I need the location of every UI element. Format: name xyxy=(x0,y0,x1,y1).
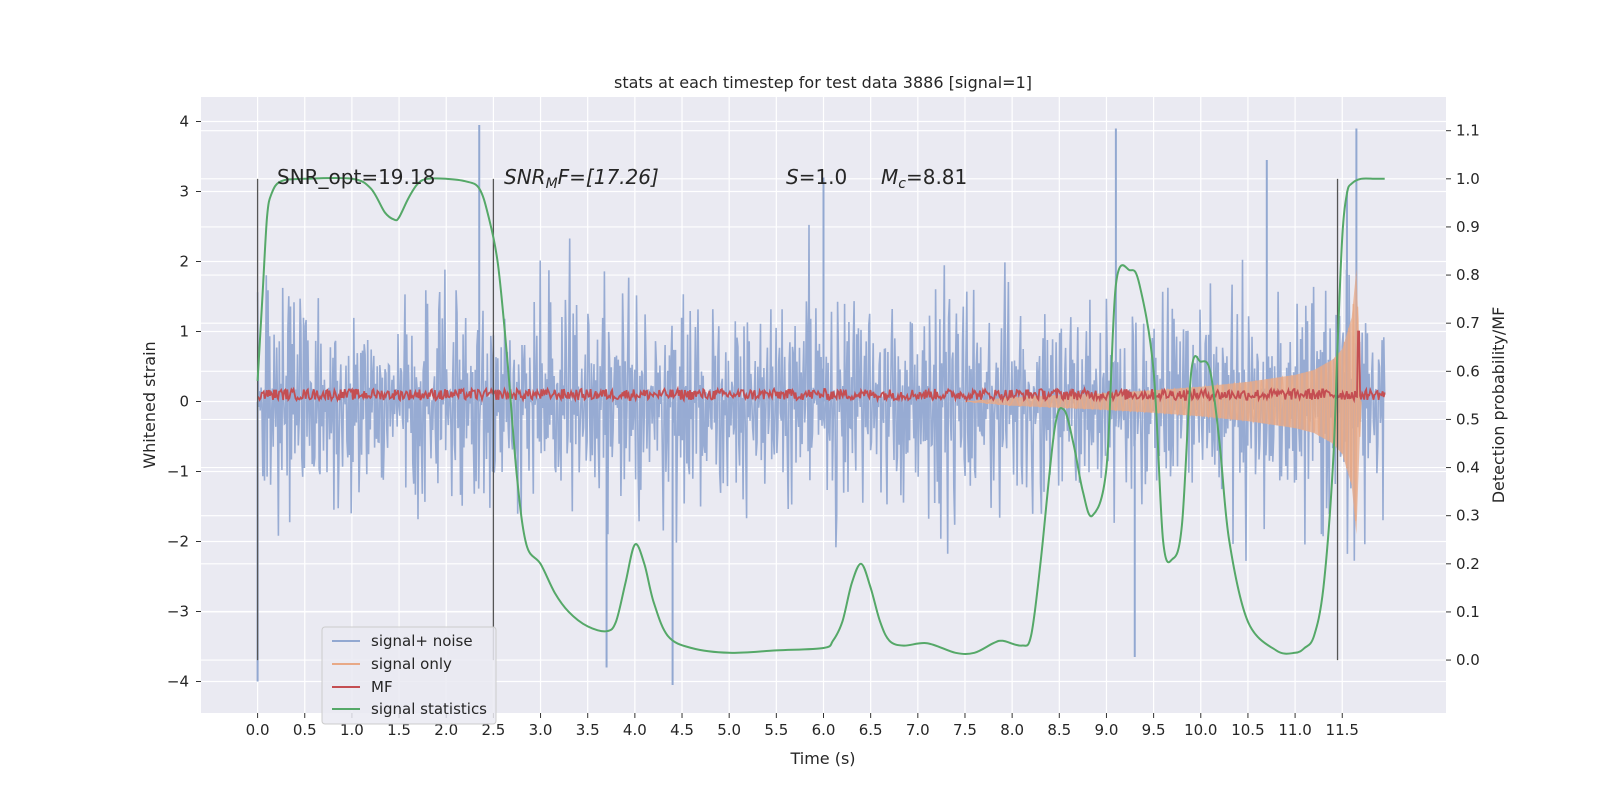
mf-line xyxy=(257,330,1386,404)
legend-label-stat: signal statistics xyxy=(371,700,487,718)
x-tick-label: 7.5 xyxy=(953,721,977,739)
x-axis-ticks: 0.0 0.5 1.0 1.5 2.0 2.5 3.0 3.5 4.0 4.5 5.0 5.5 6.0 6… xyxy=(246,713,1359,739)
y2-tick-label: 0.8 xyxy=(1456,266,1480,284)
x-tick-label: 4.5 xyxy=(670,721,694,739)
y2-tick-label: 0.5 xyxy=(1456,410,1480,428)
y-tick-label: −2 xyxy=(167,533,189,551)
x-axis-label: Time (s) xyxy=(789,749,855,768)
annotation-s-val: =1.0 xyxy=(799,165,848,189)
y-tick-label: 0 xyxy=(179,393,189,411)
signal-statistics-series xyxy=(256,176,1385,655)
y-tick-label: 4 xyxy=(179,113,189,131)
x-tick-label: 0.0 xyxy=(246,721,270,739)
annotation-mc: Mc=8.81 xyxy=(881,165,967,192)
x-tick-label: 5.5 xyxy=(764,721,788,739)
x-tick-label: 2.5 xyxy=(481,721,505,739)
x-tick-label: 7.0 xyxy=(906,721,930,739)
x-tick-label: 3.0 xyxy=(529,721,553,739)
y2-axis-ticks: 1.1 1.0 0.9 0.8 0.7 0.6 0.5 0.4 0.3 0.2 0.1 0.0 xyxy=(1446,122,1480,669)
legend: signal+ noise signal only MF signal stat… xyxy=(321,626,497,725)
y2-tick-label: 0.2 xyxy=(1456,555,1480,573)
x-tick-label: 2.0 xyxy=(434,721,458,739)
y-axis-label: Whitened strain xyxy=(140,341,159,468)
annotation-mc-sub: c xyxy=(898,176,906,192)
y2-tick-label: 0.3 xyxy=(1456,507,1480,525)
annotation-s-var: S xyxy=(786,165,799,189)
x-tick-label: 5.0 xyxy=(717,721,741,739)
x-tick-label: 11.5 xyxy=(1326,721,1359,739)
y2-tick-label: 0.0 xyxy=(1456,651,1480,669)
x-tick-label: 3.5 xyxy=(576,721,600,739)
signal-statistics-line xyxy=(256,176,1385,655)
y2-tick-label: 0.7 xyxy=(1456,314,1480,332)
annotation-snr-mf-sub: M xyxy=(546,176,558,192)
legend-box xyxy=(321,626,497,725)
y2-tick-label: 0.1 xyxy=(1456,603,1480,621)
y-tick-label: 3 xyxy=(179,183,189,201)
annotation-mc-var: M xyxy=(881,165,898,189)
x-tick-label: 6.0 xyxy=(812,721,836,739)
y-tick-label: 1 xyxy=(179,323,189,341)
chart-title: stats at each timestep for test data 388… xyxy=(614,73,1032,92)
y-tick-label: −1 xyxy=(167,463,189,481)
x-tick-label: 10.5 xyxy=(1231,721,1264,739)
annotation-s: S=1.0 xyxy=(786,165,847,189)
x-tick-label: 1.0 xyxy=(340,721,364,739)
x-tick-label: 8.0 xyxy=(1000,721,1024,739)
signal-only-band xyxy=(965,268,1362,535)
mf-series xyxy=(257,330,1386,404)
y2-tick-label: 0.6 xyxy=(1456,362,1480,380)
x-tick-label: 8.5 xyxy=(1047,721,1071,739)
y2-tick-label: 0.9 xyxy=(1456,218,1480,236)
legend-label-mf: MF xyxy=(371,678,393,696)
annotation-snr-mf: SNRMF=[17.26] xyxy=(504,165,659,192)
legend-label-signal: signal only xyxy=(371,655,452,673)
x-tick-label: 1.5 xyxy=(387,721,411,739)
annotation-snr-mf-var: SNR xyxy=(504,165,546,189)
y2-tick-label: 1.1 xyxy=(1456,122,1480,140)
y2-axis-label: Detection probability/MF xyxy=(1489,307,1508,504)
x-tick-label: 4.0 xyxy=(623,721,647,739)
x-tick-label: 9.5 xyxy=(1142,721,1166,739)
x-tick-label: 11.0 xyxy=(1278,721,1311,739)
y-axis-ticks: 4 3 2 1 0 −1 −2 −3 −4 xyxy=(167,113,201,691)
y-tick-label: −3 xyxy=(167,603,189,621)
x-tick-label: 6.5 xyxy=(859,721,883,739)
annotation-snr-mf-rest: F=[17.26] xyxy=(558,165,659,189)
y-tick-label: 2 xyxy=(179,253,189,271)
annotation-mc-val: =8.81 xyxy=(906,165,967,189)
signal-only-series xyxy=(965,268,1362,535)
y2-tick-label: 0.4 xyxy=(1456,459,1480,477)
segment-markers xyxy=(256,178,1339,661)
legend-label-noise: signal+ noise xyxy=(371,632,473,650)
y2-tick-label: 1.0 xyxy=(1456,170,1480,188)
y-tick-label: −4 xyxy=(167,673,189,691)
annotation-snr-opt: SNR_opt=19.18 xyxy=(277,165,435,189)
x-tick-label: 10.0 xyxy=(1184,721,1217,739)
x-tick-label: 9.0 xyxy=(1095,721,1119,739)
x-tick-label: 0.5 xyxy=(293,721,317,739)
